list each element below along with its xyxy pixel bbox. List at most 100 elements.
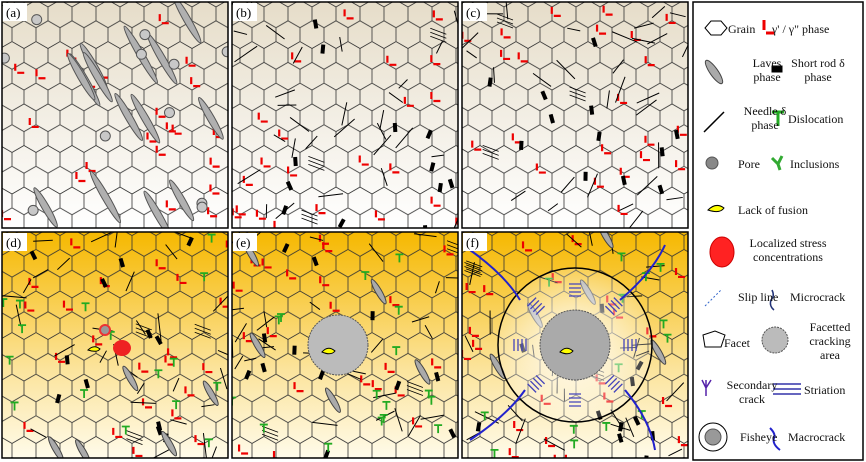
- needle-delta: [22, 279, 32, 294]
- striation: [527, 374, 546, 393]
- dislocation: [617, 252, 626, 262]
- rod-delta: [64, 355, 70, 365]
- rod-delta: [392, 122, 398, 133]
- needle-delta: [217, 350, 228, 356]
- gamma-phase: [202, 363, 213, 374]
- gamma-phase: [644, 135, 655, 146]
- needle-delta: [388, 92, 404, 103]
- rod-delta: [281, 205, 289, 215]
- dislocation: [169, 357, 178, 367]
- facetted-area: [539, 309, 611, 381]
- needle-delta: [212, 295, 228, 312]
- gamma-phase: [389, 296, 400, 307]
- legend-icons: [698, 20, 801, 452]
- rod-delta: [312, 19, 319, 29]
- needle-delta: [587, 173, 598, 198]
- rod-delta: [447, 178, 455, 189]
- gamma-phase: [266, 327, 277, 338]
- gamma-phase: [371, 380, 382, 391]
- needle-delta: [291, 138, 296, 158]
- grain-grid: [462, 2, 688, 228]
- needle-delta: [368, 243, 384, 262]
- gamma-phase: [209, 184, 220, 195]
- rod-delta: [620, 175, 627, 186]
- needle-delta: [333, 118, 355, 138]
- dislocation: [324, 442, 333, 452]
- needle-delta: [505, 2, 509, 20]
- rod-delta: [659, 147, 665, 157]
- rod-delta: [282, 243, 290, 253]
- gamma-phase: [677, 436, 688, 447]
- needle-delta: [54, 344, 75, 357]
- rod-delta: [318, 370, 325, 380]
- legend-label: Facetted cracking area: [809, 320, 851, 362]
- panel-content: [232, 232, 458, 458]
- needle-delta: [398, 79, 408, 89]
- panel-label: (c): [466, 5, 480, 20]
- rod-delta: [292, 345, 297, 355]
- needle-delta: [172, 377, 180, 392]
- striation-set: [430, 27, 447, 43]
- stress-concentration: [113, 340, 131, 356]
- needle-delta: [233, 30, 248, 35]
- needle-delta: [312, 421, 338, 426]
- dislocation: [392, 346, 401, 356]
- rod-delta: [154, 335, 163, 346]
- gamma-phase: [521, 241, 533, 252]
- needle-delta: [681, 44, 688, 58]
- dislocation: [18, 324, 27, 334]
- needle-delta: [237, 169, 261, 185]
- gamma-phase: [185, 56, 196, 67]
- laves-phase: [89, 170, 122, 224]
- panel-frame: [1, 1, 229, 229]
- needle-delta: [33, 239, 53, 242]
- needle-delta: [636, 175, 658, 196]
- needle-delta: [543, 438, 566, 451]
- needle-delta: [373, 134, 392, 156]
- gamma-phase: [471, 140, 482, 151]
- dislocation: [490, 448, 499, 458]
- rod-delta: [285, 180, 294, 191]
- gamma-phase: [315, 204, 326, 215]
- needle-delta: [435, 40, 444, 54]
- needle-delta: [379, 109, 385, 130]
- dislocation: [394, 305, 403, 315]
- gamma-phase: [389, 163, 400, 174]
- needle-delta: [411, 316, 430, 323]
- striation: [569, 283, 581, 297]
- gamma-phase: [286, 269, 297, 280]
- label-box: [463, 3, 487, 21]
- pore: [99, 324, 111, 336]
- needle-delta: [234, 45, 258, 63]
- gamma-phase: [14, 63, 25, 74]
- needle-delta: [646, 265, 665, 268]
- needle-delta: [395, 127, 414, 149]
- needle-delta: [202, 432, 207, 458]
- gamma-phase: [132, 446, 143, 458]
- gamma-phase: [35, 69, 46, 80]
- needle-delta: [466, 50, 477, 59]
- dislocation: [395, 253, 404, 263]
- gamma-phase: [471, 339, 483, 350]
- dislocation: [213, 381, 222, 391]
- gamma-phase: [176, 273, 187, 285]
- needle-delta: [305, 135, 318, 150]
- rod-delta: [145, 328, 153, 339]
- needle-delta: [170, 419, 187, 425]
- needle-delta: [606, 90, 610, 109]
- laves-phase: [414, 359, 431, 385]
- needle-delta: [275, 89, 296, 98]
- panel-label: (e): [236, 235, 250, 250]
- needle-delta: [629, 210, 644, 228]
- gamma-phase: [661, 396, 673, 408]
- needle-delta: [462, 32, 479, 50]
- gamma-phase: [443, 245, 454, 256]
- needle-delta: [431, 154, 444, 158]
- rod-delta: [261, 333, 268, 343]
- dislocation: [379, 413, 388, 423]
- rod-delta: [293, 156, 298, 167]
- laves-particle: [163, 107, 175, 119]
- gamma-phase: [322, 242, 333, 253]
- needle-delta: [136, 382, 145, 395]
